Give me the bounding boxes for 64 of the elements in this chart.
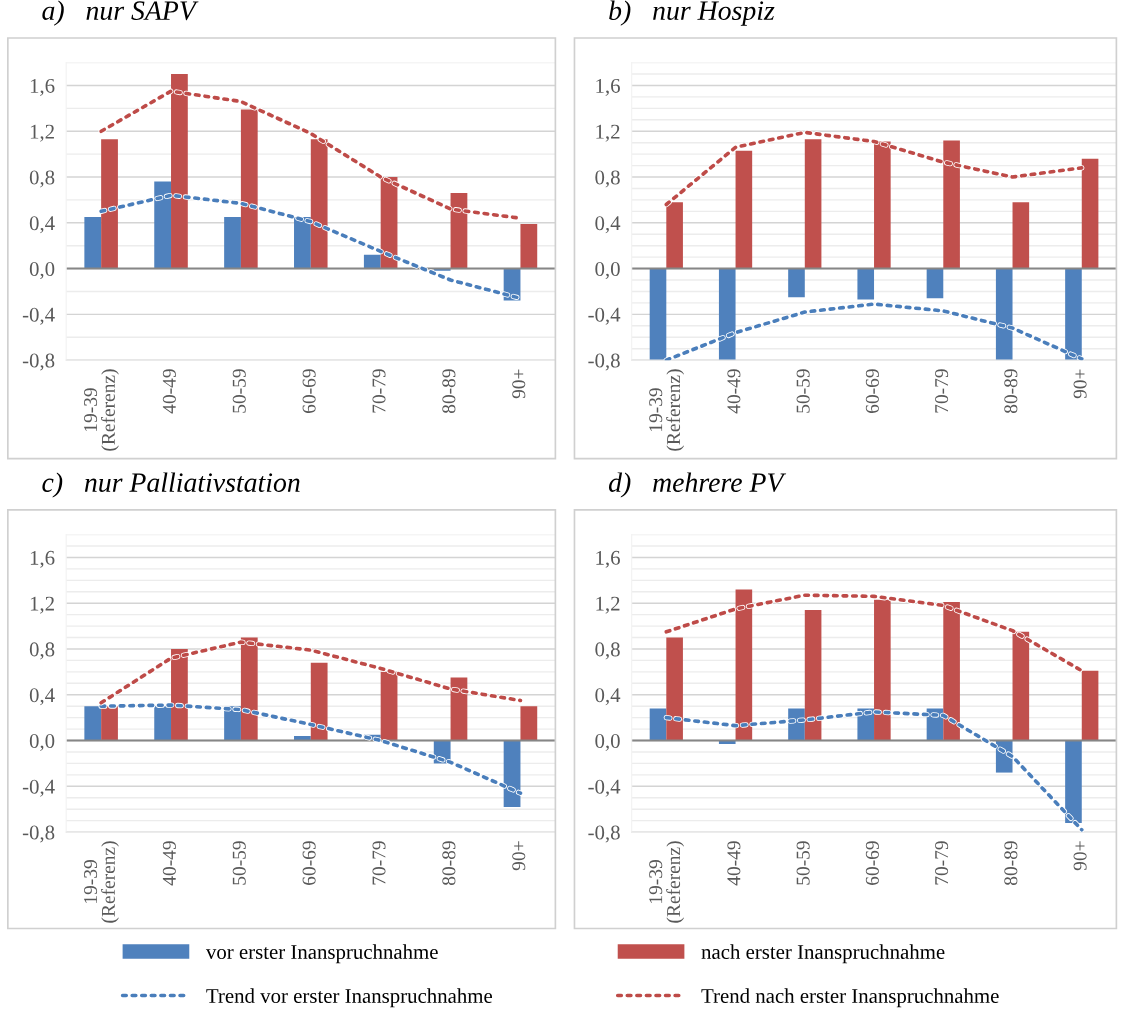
y-tick-label: 0,4 xyxy=(595,688,621,706)
y-tick-label: 1,2 xyxy=(596,596,620,614)
legend-label: nach erster Inanspruchnahme xyxy=(701,944,945,964)
x-tick-label: 50-59 xyxy=(796,841,810,885)
y-tick-label: -0,8 xyxy=(588,353,620,371)
y-tick-label: 1,6 xyxy=(596,78,620,96)
x-tick-label: 90+ xyxy=(512,369,526,399)
x-tick-label: 40-49 xyxy=(727,369,741,414)
y-tick-label: -0,8 xyxy=(588,825,620,843)
y-tick-label: 0,4 xyxy=(29,216,55,234)
x-tick-label: 19-39 (Referenz) xyxy=(84,841,119,923)
x-tick-label: 90+ xyxy=(1073,369,1087,399)
y-tick-label: 0,4 xyxy=(29,688,55,706)
y-tick-label: -0,8 xyxy=(22,825,55,843)
x-tick-label: 80-89 xyxy=(442,841,456,886)
y-tick-label: 0,8 xyxy=(29,170,55,188)
legend-label: vor erster Inanspruchnahme xyxy=(205,944,438,964)
x-tick-label: 60-69 xyxy=(302,369,316,413)
x-tick-label: 60-69 xyxy=(302,841,316,885)
x-tick-label: 50-59 xyxy=(232,369,246,413)
x-tick-label: 40-49 xyxy=(727,841,741,886)
y-tick-label: 1,2 xyxy=(596,124,620,142)
legend-label: Trend nach erster Inanspruchnahme xyxy=(701,988,999,1008)
chart-title: a) nur SAPV xyxy=(42,0,199,26)
y-tick-label: 0,0 xyxy=(595,261,620,280)
x-tick-label: 80-89 xyxy=(442,369,456,414)
x-tick-label: 40-49 xyxy=(162,369,176,414)
x-tick-label: 90+ xyxy=(1073,841,1087,871)
y-tick-label: 1,6 xyxy=(596,550,620,568)
x-tick-label: 60-69 xyxy=(865,369,879,413)
y-tick-label: 0,4 xyxy=(595,216,621,234)
y-tick-label: 1,6 xyxy=(30,78,55,96)
y-tick-label: 0,0 xyxy=(29,733,55,751)
legend-label: Trend vor erster Inanspruchnahme xyxy=(206,988,492,1008)
x-tick-label: 70-79 xyxy=(935,841,949,885)
x-tick-label: 19-39 (Referenz) xyxy=(84,369,119,451)
x-tick-label: 19-39 (Referenz) xyxy=(649,369,685,451)
chart-title: b) nur Hospiz xyxy=(609,0,775,26)
chart-title: d) mehrere PV xyxy=(608,472,787,498)
x-tick-label: 40-49 xyxy=(162,841,176,886)
y-tick-label: -0,4 xyxy=(22,779,55,797)
chart-title: c) nur Palliativstation xyxy=(42,472,300,498)
x-tick-label: 70-79 xyxy=(935,369,949,413)
y-tick-label: 0,0 xyxy=(29,261,55,280)
x-tick-label: 70-79 xyxy=(372,841,386,885)
y-tick-label: 1,2 xyxy=(30,124,54,142)
x-tick-label: 80-89 xyxy=(1004,369,1018,414)
y-tick-label: 0,8 xyxy=(29,642,55,660)
y-tick-label: 0,0 xyxy=(595,733,620,751)
x-tick-label: 50-59 xyxy=(232,841,246,885)
y-tick-label: -0,4 xyxy=(22,307,55,325)
x-tick-label: 90+ xyxy=(512,841,526,871)
y-tick-label: 0,8 xyxy=(595,170,620,188)
x-tick-label: 50-59 xyxy=(796,369,810,413)
y-tick-label: -0,4 xyxy=(588,307,621,325)
y-tick-label: -0,4 xyxy=(588,779,621,797)
y-tick-label: 1,2 xyxy=(30,596,54,614)
x-tick-label: 60-69 xyxy=(865,841,879,885)
y-tick-label: 0,8 xyxy=(595,642,620,660)
x-tick-label: 70-79 xyxy=(372,369,386,413)
y-tick-label: -0,8 xyxy=(22,353,55,371)
x-tick-label: 80-89 xyxy=(1004,841,1018,886)
y-tick-label: 1,6 xyxy=(30,550,55,568)
x-tick-label: 19-39 (Referenz) xyxy=(649,841,685,923)
